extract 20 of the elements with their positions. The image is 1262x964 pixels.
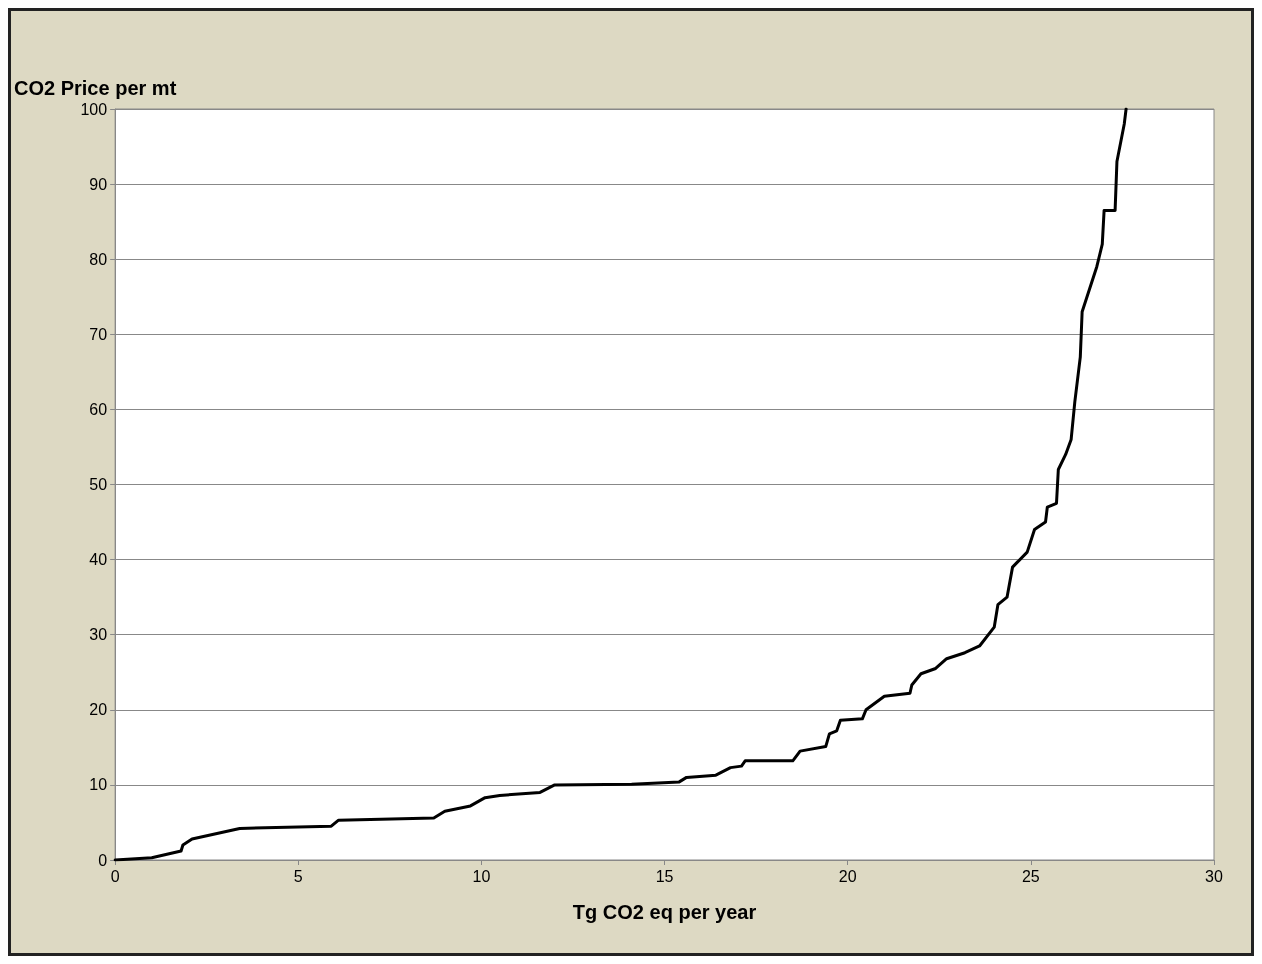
y-tick-label: 20: [89, 701, 108, 719]
y-tick-label: 70: [89, 325, 108, 343]
y-tick-label: 50: [89, 476, 108, 493]
y-tick-label: 100: [80, 100, 108, 118]
y-tick-label: 40: [89, 551, 108, 569]
x-axis-title: Tg CO2 eq per year: [572, 901, 757, 923]
y-tick-label: 0: [98, 851, 108, 869]
x-tick-label: 25: [1021, 867, 1040, 885]
x-tick-label: 0: [110, 867, 120, 885]
y-tick-label: 80: [89, 250, 108, 268]
y-tick-label: 30: [89, 626, 108, 644]
y-axis-title: CO2 Price per mt: [13, 77, 177, 99]
y-tick-label: 90: [89, 175, 108, 193]
y-tick-label: 10: [89, 776, 108, 794]
x-tick-label: 30: [1205, 867, 1223, 885]
y-tick-label: 60: [89, 400, 108, 418]
x-tick-label: 20: [838, 867, 857, 885]
x-tick-label: 15: [655, 867, 674, 885]
x-tick-label: 10: [472, 867, 491, 885]
x-tick-label: 5: [293, 867, 303, 885]
